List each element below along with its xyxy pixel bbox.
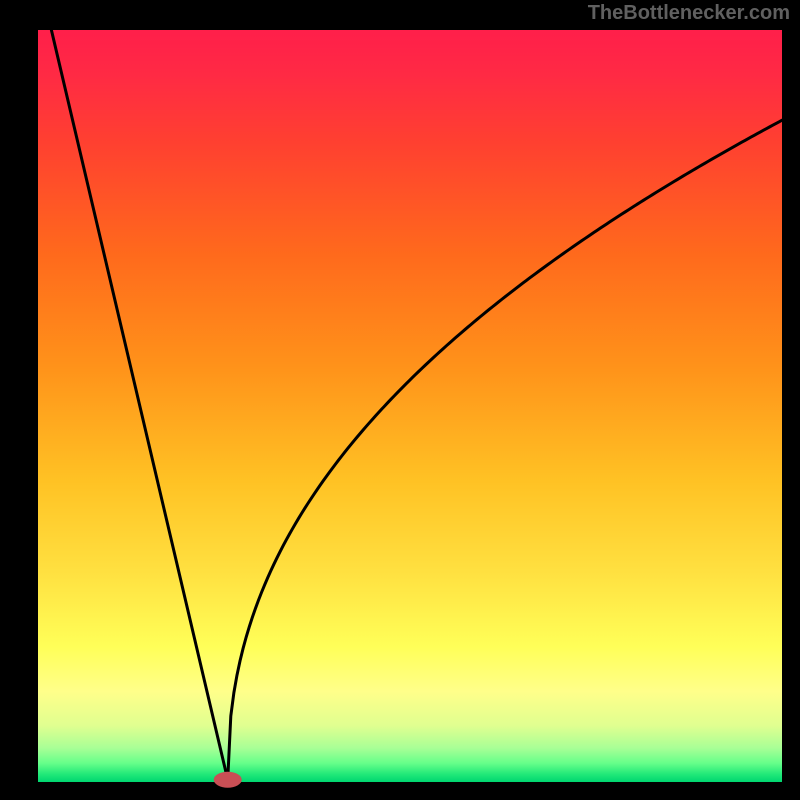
chart-container: TheBottlenecker.com xyxy=(0,0,800,800)
watermark-text: TheBottlenecker.com xyxy=(588,2,790,25)
plot-background xyxy=(38,30,782,782)
bottleneck-chart xyxy=(0,0,800,800)
optimal-point-marker xyxy=(214,772,242,788)
